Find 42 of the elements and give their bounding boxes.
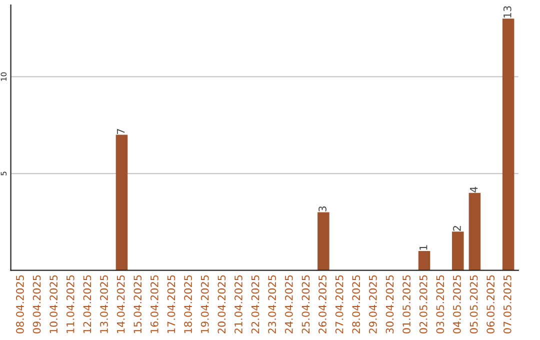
x-tick-label: 13.04.2025 (100, 275, 108, 333)
x-tick-label: 02.05.2025 (419, 275, 428, 334)
x-tick-label: 07.05.2025 (503, 275, 512, 334)
bar (116, 134, 128, 270)
data-label: 1 (420, 245, 428, 250)
x-tick-label: 23.04.2025 (268, 275, 276, 334)
x-tick-label: 18.04.2025 (184, 275, 192, 333)
x-tick-label: 11.04.2025 (66, 275, 74, 333)
data-label: 7 (117, 129, 125, 134)
x-tick-label: 12.04.2025 (83, 275, 92, 333)
x-tick-label: 15.04.2025 (134, 275, 142, 333)
x-tick-label: 17.04.2025 (167, 275, 176, 333)
bar (452, 232, 464, 270)
x-tick-label: 14.04.2025 (116, 275, 125, 333)
bar (502, 18, 514, 270)
x-tick-label: 05.05.2025 (470, 275, 478, 334)
bar (318, 212, 330, 270)
x-tick-label: 26.04.2025 (318, 275, 326, 334)
x-tick-label: 27.04.2025 (335, 275, 344, 334)
x-tick-label: 22.04.2025 (251, 275, 260, 334)
x-tick-label: 29.04.2025 (368, 275, 377, 334)
x-tick-label: 10.04.2025 (50, 275, 58, 333)
x-tick-label: 08.04.2025 (16, 275, 24, 334)
bar (468, 192, 481, 270)
x-tick-label: 04.05.2025 (453, 275, 461, 334)
x-tick-label: 21.04.2025 (234, 275, 242, 334)
x-tick-label: 30.04.2025 (386, 275, 394, 334)
data-label: 3 (318, 206, 326, 212)
x-tick-label: 06.05.2025 (486, 275, 495, 334)
data-label: 4 (470, 186, 478, 192)
data-label: 2 (453, 226, 461, 231)
x-tick-label: 19.04.2025 (200, 275, 209, 333)
x-tick-label: 24.04.2025 (284, 275, 293, 334)
x-tick-label: 16.04.2025 (150, 275, 158, 333)
bar (418, 250, 430, 270)
x-tick-label: 09.04.2025 (32, 275, 41, 334)
x-tick-label: 28.04.2025 (352, 275, 360, 334)
x-tick-label: 20.04.2025 (218, 275, 226, 334)
x-tick-label: 25.04.2025 (302, 275, 310, 334)
x-tick-label: 03.05.2025 (436, 275, 444, 334)
data-label: 13 (503, 6, 512, 18)
x-tick-label: 01.05.2025 (402, 275, 410, 334)
